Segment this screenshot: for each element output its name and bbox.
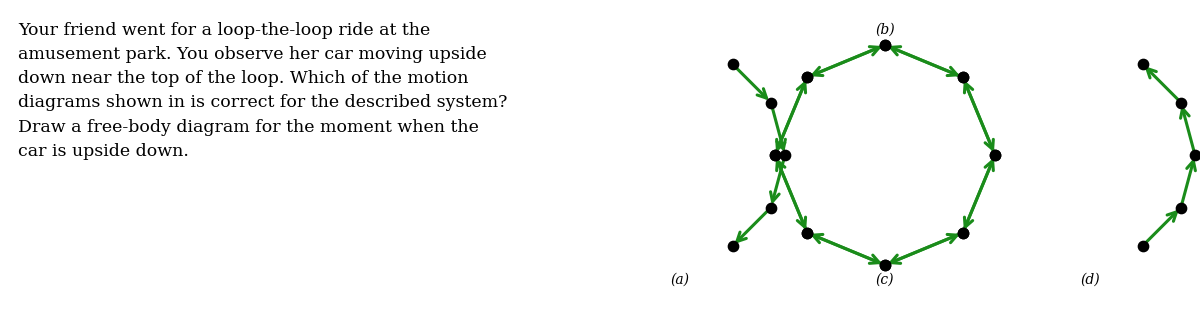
Point [953, 75, 972, 80]
Point [1171, 100, 1190, 105]
Point [1186, 152, 1200, 157]
Point [798, 230, 817, 235]
Point [953, 75, 972, 80]
Point [985, 152, 1004, 157]
Point [775, 152, 794, 157]
Point [876, 262, 895, 268]
Point [766, 152, 785, 157]
Point [798, 230, 817, 235]
Text: (a): (a) [671, 273, 690, 287]
Point [722, 61, 742, 67]
Point [761, 100, 780, 105]
Point [953, 230, 972, 235]
Point [1133, 244, 1152, 249]
Point [722, 244, 742, 249]
Point [798, 75, 817, 80]
Text: (d): (d) [1080, 273, 1100, 287]
Point [798, 75, 817, 80]
Point [876, 43, 895, 48]
Text: (c): (c) [876, 273, 894, 287]
Point [985, 152, 1004, 157]
Point [953, 230, 972, 235]
Point [766, 152, 785, 157]
Point [1171, 205, 1190, 210]
Point [876, 262, 895, 268]
Point [876, 43, 895, 48]
Point [761, 205, 780, 210]
Text: Your friend went for a loop-the-loop ride at the
amusement park. You observe her: Your friend went for a loop-the-loop rid… [18, 22, 508, 160]
Point [1133, 61, 1152, 67]
Text: (b): (b) [875, 23, 895, 37]
